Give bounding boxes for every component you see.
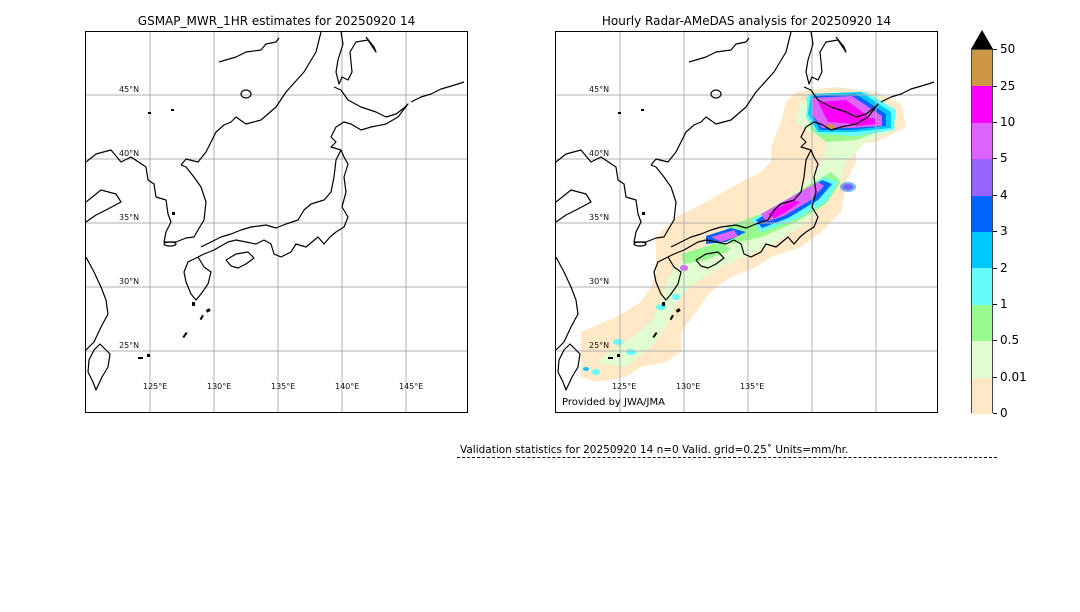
cbar-tick-label: 4 — [1000, 188, 1008, 202]
lat-label-25: 25°N — [119, 341, 140, 350]
colorbar-seg-8 — [972, 86, 992, 123]
left-map-canvas — [86, 32, 467, 412]
lon-label-125: 125°E — [143, 382, 168, 391]
cbar-tick — [993, 231, 997, 232]
cbar-tick-label: 2 — [1000, 261, 1008, 275]
cbar-tick-label: 0.01 — [1000, 370, 1027, 384]
colorbar-seg-5 — [972, 195, 992, 232]
colorbar-extend-arrow — [971, 30, 993, 49]
cbar-tick-label: 3 — [1000, 224, 1008, 238]
right-map-title: Hourly Radar-AMeDAS analysis for 2025092… — [601, 14, 892, 28]
colorbar-seg-9 — [972, 50, 992, 87]
colorbar-seg-3 — [972, 268, 992, 305]
colorbar-seg-6 — [972, 159, 992, 196]
colorbar — [971, 49, 993, 414]
lon-label-135: 135°E — [740, 382, 765, 391]
lon-label-125: 125°E — [612, 382, 637, 391]
cbar-tick — [993, 122, 997, 123]
cbar-tick-label: 25 — [1000, 79, 1016, 93]
lon-label-135: 135°E — [271, 382, 296, 391]
lat-label-25: 25°N — [589, 341, 610, 350]
lat-label-45: 45°N — [119, 85, 140, 94]
lon-label-145: 145°E — [399, 382, 424, 391]
lon-label-140: 140°E — [335, 382, 360, 391]
colorbar-seg-7 — [972, 122, 992, 160]
cbar-tick-label: 5 — [1000, 151, 1008, 165]
cbar-tick-label: 0.5 — [1000, 333, 1020, 347]
cbar-tick-label: 10 — [1000, 115, 1016, 129]
left-map-title: GSMAP_MWR_1HR estimates for 20250920 14 — [137, 14, 416, 28]
colorbar-seg-1 — [972, 341, 992, 378]
right-map-canvas — [556, 32, 937, 412]
lat-label-45: 45°N — [589, 85, 610, 94]
cbar-tick — [993, 377, 997, 378]
lat-label-30: 30°N — [119, 277, 140, 286]
cbar-tick-label: 50 — [1000, 42, 1016, 56]
cbar-tick — [993, 86, 997, 87]
cbar-tick — [993, 49, 997, 50]
cbar-tick — [993, 268, 997, 269]
lat-label-30: 30°N — [589, 277, 610, 286]
data-credit: Provided by JWA/JMA — [562, 397, 665, 408]
lat-label-35: 35°N — [119, 213, 140, 222]
cbar-tick — [993, 413, 997, 414]
cbar-tick-label: 0 — [1000, 406, 1008, 420]
left-map-axes: 45°N 40°N 35°N 30°N 25°N 125°E 130°E 135… — [85, 31, 468, 413]
lat-label-40: 40°N — [589, 149, 610, 158]
cbar-tick — [993, 340, 997, 341]
cbar-tick — [993, 304, 997, 305]
cbar-tick — [993, 195, 997, 196]
colorbar-seg-4 — [972, 232, 992, 269]
right-map-axes: 45°N 40°N 35°N 30°N 25°N 125°E 130°E 135… — [555, 31, 938, 413]
lat-label-35: 35°N — [589, 213, 610, 222]
lon-label-130: 130°E — [207, 382, 232, 391]
colorbar-seg-2 — [972, 304, 992, 342]
precip-field — [581, 87, 906, 382]
colorbar-seg-0 — [972, 377, 992, 414]
cbar-tick-label: 1 — [1000, 297, 1008, 311]
lat-label-40: 40°N — [119, 149, 140, 158]
validation-statistics: Validation statistics for 20250920 14 n=… — [460, 444, 849, 456]
validation-divider — [457, 457, 997, 458]
cbar-tick — [993, 158, 997, 159]
lon-label-130: 130°E — [676, 382, 701, 391]
